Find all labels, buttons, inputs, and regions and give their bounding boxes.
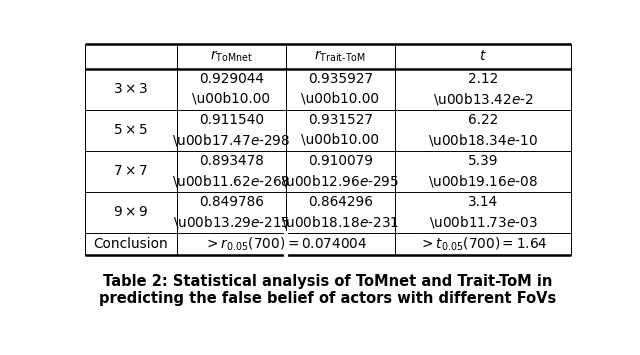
Text: 2.12: 2.12 [468, 72, 498, 86]
Text: \u00b10.00: \u00b10.00 [301, 92, 380, 106]
Text: $> t_{0.05}(700) = 1.64$: $> t_{0.05}(700) = 1.64$ [419, 235, 547, 253]
Text: $9 \times 9$: $9 \times 9$ [113, 205, 148, 219]
Text: Table 2: Statistical analysis of ToMnet and Trait-ToM in: Table 2: Statistical analysis of ToMnet … [103, 274, 553, 289]
Text: \u00b10.00: \u00b10.00 [301, 133, 380, 147]
Text: \u00b11.73$e$-03: \u00b11.73$e$-03 [429, 214, 538, 230]
Text: predicting the false belief of actors with different FoVs: predicting the false belief of actors wi… [99, 290, 557, 306]
Text: $5 \times 5$: $5 \times 5$ [113, 123, 148, 137]
Text: \u00b13.42$e$-2: \u00b13.42$e$-2 [433, 91, 533, 107]
Text: $7 \times 7$: $7 \times 7$ [113, 164, 148, 178]
Text: 0.931527: 0.931527 [308, 113, 373, 127]
Text: \u00b11.62$e$-268: \u00b11.62$e$-268 [172, 173, 291, 189]
Text: \u00b12.96$e$-295: \u00b12.96$e$-295 [282, 173, 399, 189]
Text: 0.929044: 0.929044 [199, 72, 264, 86]
Text: 5.39: 5.39 [468, 154, 499, 168]
Text: \u00b19.16$e$-08: \u00b19.16$e$-08 [428, 173, 538, 189]
Text: \u00b13.29$e$-215: \u00b13.29$e$-215 [173, 214, 290, 230]
Text: 0.935927: 0.935927 [308, 72, 373, 86]
Text: $> r_{0.05}(700) = 0.074004$: $> r_{0.05}(700) = 0.074004$ [204, 235, 367, 253]
Text: \u00b18.34$e$-10: \u00b18.34$e$-10 [428, 132, 538, 148]
Text: \u00b17.47$e$-298: \u00b17.47$e$-298 [172, 132, 291, 148]
Text: Conclusion: Conclusion [93, 237, 168, 251]
Text: \u00b10.00: \u00b10.00 [192, 92, 270, 106]
Text: 0.910079: 0.910079 [308, 154, 373, 168]
Text: $t$: $t$ [479, 49, 487, 63]
Text: 3.14: 3.14 [468, 195, 498, 209]
Text: 0.864296: 0.864296 [308, 195, 373, 209]
Text: \u00b18.18$e$-231: \u00b18.18$e$-231 [282, 214, 399, 230]
Text: 6.22: 6.22 [468, 113, 498, 127]
Text: 0.911540: 0.911540 [199, 113, 264, 127]
Text: 0.849786: 0.849786 [199, 195, 264, 209]
Text: $r_{\mathrm{Trait\text{-}ToM}}$: $r_{\mathrm{Trait\text{-}ToM}}$ [314, 49, 366, 64]
Text: $r_{\mathrm{ToMnet}}$: $r_{\mathrm{ToMnet}}$ [210, 49, 253, 64]
Text: 0.893478: 0.893478 [199, 154, 264, 168]
Text: $3 \times 3$: $3 \times 3$ [113, 82, 148, 96]
